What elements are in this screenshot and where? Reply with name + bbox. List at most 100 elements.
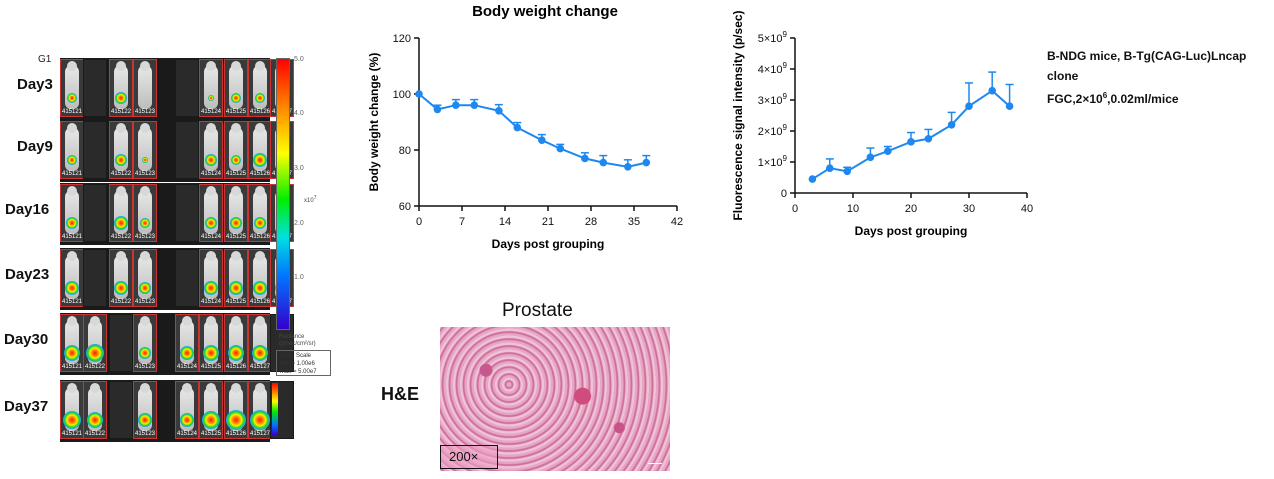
mouse-id: 415125 bbox=[200, 364, 222, 370]
mouse-id: 415126 bbox=[249, 234, 271, 240]
day-label: Day37 bbox=[4, 398, 49, 415]
bioluminescence-signal bbox=[138, 413, 152, 427]
mouse-image: 415127 bbox=[248, 381, 272, 439]
x-tick-label: 7 bbox=[459, 216, 465, 228]
imaging-row: 4151214151224151234151244151254151264151… bbox=[60, 183, 294, 245]
mouse-image: 415125 bbox=[224, 121, 248, 179]
mouse-head bbox=[140, 316, 150, 326]
mouse-image: 415122 bbox=[83, 381, 107, 439]
mouse-id: 415122 bbox=[110, 171, 132, 177]
mouse-id: 415122 bbox=[110, 234, 132, 240]
mouse-id: 415124 bbox=[176, 431, 198, 437]
bioluminescence-signal bbox=[253, 281, 267, 295]
mouse-id: 415121 bbox=[61, 364, 83, 370]
bioluminescence-signal bbox=[202, 411, 220, 429]
bioluminescence-signal bbox=[180, 413, 194, 427]
mouse-id: 415124 bbox=[200, 234, 222, 240]
y-axis-title: Body weight change (%) bbox=[367, 53, 381, 192]
mouse-id: 415125 bbox=[225, 299, 247, 305]
mouse-body bbox=[138, 127, 152, 171]
mouse-head bbox=[140, 123, 150, 133]
mouse-id: 415122 bbox=[110, 109, 132, 115]
day-label: Day16 bbox=[5, 201, 50, 218]
mouse-head bbox=[231, 123, 241, 133]
mouse-image: 415124 bbox=[199, 184, 223, 242]
bioluminescence-signal bbox=[115, 154, 127, 166]
x-tick-label: 35 bbox=[628, 216, 640, 228]
mouse-id: 415126 bbox=[249, 171, 271, 177]
mouse-id: 415123 bbox=[134, 364, 156, 370]
mouse-image: 415125 bbox=[224, 249, 248, 307]
mouse-id: 415123 bbox=[134, 299, 156, 305]
mouse-head bbox=[67, 61, 77, 71]
mouse-head bbox=[67, 251, 77, 261]
bioluminescence-signal bbox=[230, 217, 242, 229]
bioluminescence-signal bbox=[203, 345, 219, 361]
y-tick-label: 1×109 bbox=[758, 154, 788, 169]
bioluminescence-signal bbox=[231, 93, 241, 103]
mouse-id: 415124 bbox=[176, 364, 198, 370]
mouse-image: 415122 bbox=[83, 314, 107, 372]
data-point bbox=[843, 167, 851, 176]
mouse-head bbox=[116, 123, 126, 133]
mouse-id: 415126 bbox=[225, 364, 247, 370]
mouse-image: 415123 bbox=[133, 59, 157, 117]
mouse-id: 415123 bbox=[134, 109, 156, 115]
data-point bbox=[581, 154, 589, 163]
mouse-id: 415123 bbox=[134, 431, 156, 437]
y-tick-label: 3×109 bbox=[758, 92, 788, 107]
magnification-label: 200× bbox=[440, 445, 498, 469]
data-point bbox=[884, 147, 892, 155]
y-tick-label: 2×109 bbox=[758, 123, 788, 138]
empty-slot bbox=[83, 121, 107, 179]
bioluminescence-signal bbox=[139, 347, 151, 359]
mouse-image: 415126 bbox=[248, 59, 272, 117]
body-weight-chart: Body weight change 0 7 14 21 28 35 42 60 80 100 120… bbox=[367, 3, 683, 251]
fluorescence-chart: 0 10 20 30 40 0 1×109 2×109 3×109 4×109 5×109 Days … bbox=[731, 10, 1033, 238]
mouse-head bbox=[90, 383, 100, 393]
mouse-id: 415127 bbox=[249, 364, 271, 370]
empty-slot bbox=[175, 184, 199, 242]
y-tick-label: 80 bbox=[399, 145, 411, 157]
micro-scale-bar bbox=[648, 463, 662, 464]
group-label: G1 bbox=[38, 54, 52, 65]
x-axis-title: Days post grouping bbox=[855, 224, 968, 238]
data-point bbox=[642, 158, 651, 167]
mouse-head bbox=[206, 383, 216, 393]
bioluminescence-signal bbox=[255, 93, 265, 103]
imaging-panel: G1 Day3 415121 415122 415123 415124 415125 415… bbox=[0, 0, 340, 479]
data-point bbox=[470, 101, 479, 109]
color-scale-box: Color Scale Min = 1.00e6 Max = 5.00e7 bbox=[276, 350, 331, 376]
mouse-id: 415122 bbox=[110, 299, 132, 305]
y-tick-label: 100 bbox=[393, 89, 411, 101]
bioluminescence-signal bbox=[139, 282, 151, 294]
mouse-id: 415125 bbox=[225, 109, 247, 115]
mouse-head bbox=[206, 316, 216, 326]
y-tick-label: 0 bbox=[781, 188, 787, 200]
scale-tick: 2.0 bbox=[294, 220, 304, 227]
mouse-image: 415124 bbox=[175, 381, 199, 439]
bioluminescence-signal bbox=[205, 217, 217, 229]
empty-slot bbox=[175, 121, 199, 179]
bioluminescence-signal bbox=[253, 153, 267, 167]
mouse-image: 415121 bbox=[60, 381, 84, 439]
y-tick-label: 120 bbox=[393, 33, 411, 45]
mouse-head bbox=[67, 316, 77, 326]
mouse-image: 415122 bbox=[109, 59, 133, 117]
bioluminescence-signal bbox=[67, 155, 77, 165]
mouse-id: 415121 bbox=[61, 171, 83, 177]
bioluminescence-signal bbox=[142, 157, 148, 163]
mouse-image: 415123 bbox=[133, 249, 157, 307]
day-label: Day9 bbox=[17, 138, 53, 155]
radiance-label: Radiance bbox=[279, 334, 305, 340]
mouse-id: 415125 bbox=[225, 171, 247, 177]
empty-slot bbox=[83, 184, 107, 242]
scale-tick: 4.0 bbox=[294, 110, 304, 117]
mouse-head bbox=[67, 186, 77, 196]
data-point bbox=[624, 163, 632, 171]
x-tick-label: 0 bbox=[416, 216, 422, 228]
mouse-image: 415126 bbox=[248, 121, 272, 179]
mouse-head bbox=[182, 383, 192, 393]
